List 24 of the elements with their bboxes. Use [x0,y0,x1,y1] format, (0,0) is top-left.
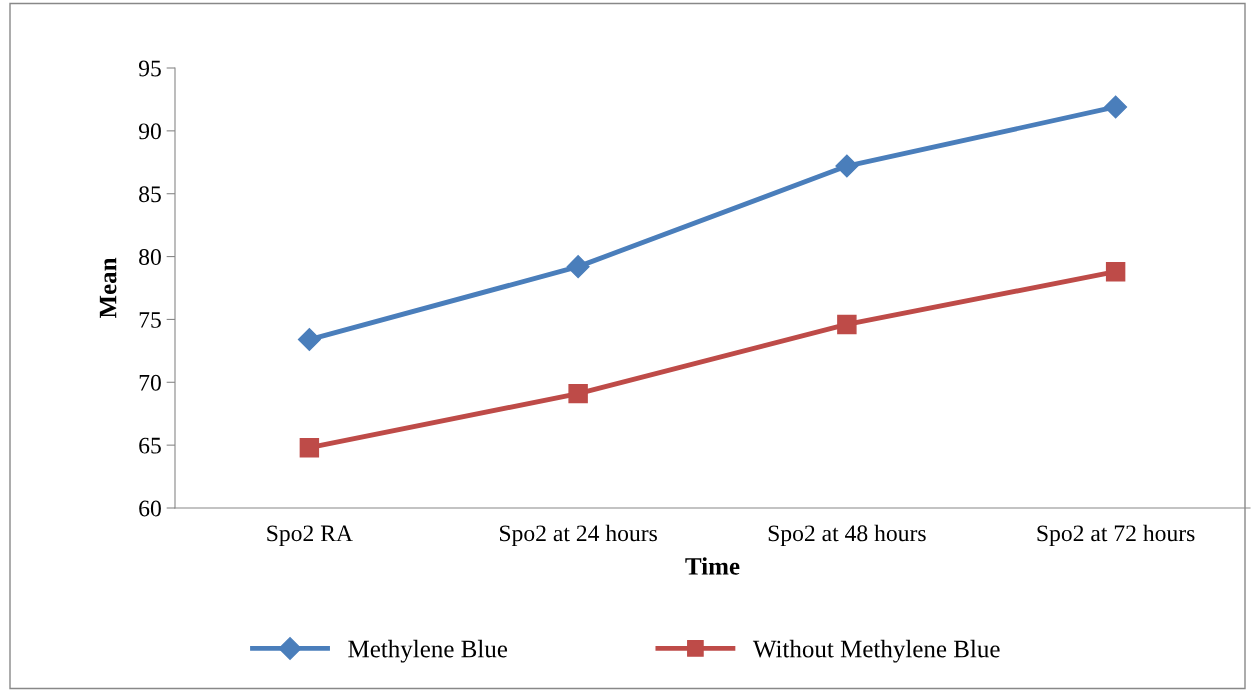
legend-label: Methylene Blue [348,639,508,663]
y-tick-label: 95 [138,60,161,77]
y-tick-label: 80 [139,249,161,265]
point [837,314,857,335]
y-tick-label: 60 [139,500,161,517]
y-tick-label: 75 [139,312,161,328]
x-tick-label: Spo2 RA [267,525,353,547]
y-axis-title: Mean [99,257,117,319]
point [566,255,590,279]
point [568,383,588,404]
point [297,328,321,352]
x-tick-label: Spo2 at 72 hours [1037,524,1195,547]
y-tick-label: 85 [139,186,161,203]
y-tick-label: 90 [138,123,161,140]
point [835,154,859,178]
point [299,437,320,458]
legend-label: Without Methylene Blue [752,639,1000,663]
point [1104,95,1128,119]
y-tick-label: 70 [139,374,161,391]
x-axis-title: Time [685,557,740,575]
x-tick-label: Spo2 at 24 hours [500,524,657,547]
y-tick-label: 65 [139,437,161,454]
point [1105,261,1126,282]
x-tick-label: Spo2 at 48 hours [768,524,926,547]
